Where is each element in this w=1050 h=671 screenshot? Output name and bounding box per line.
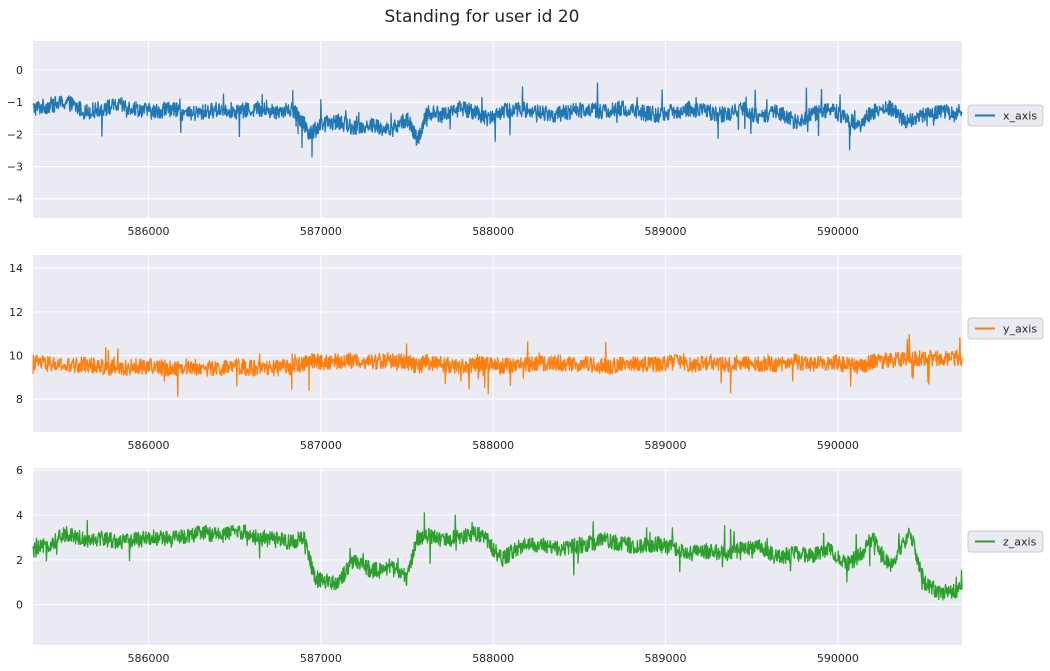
legend-y-axis: y_axis [967,317,1044,340]
x-tick-label: 589000 [645,439,687,452]
x-tick-label: 588000 [472,225,514,238]
plot-area [33,41,962,218]
series-line-x-axis [32,82,963,158]
x-tick-label: 590000 [817,439,859,452]
x-tick-label: 586000 [127,439,169,452]
x-tick-label: 589000 [645,225,687,238]
y-tick-label: −4 [7,193,23,206]
legend-label: y_axis [1003,323,1037,336]
x-tick-label: 587000 [300,439,342,452]
x-tick-label: 590000 [817,225,859,238]
legend-z-axis: z_axis [967,530,1044,553]
x-tick-label: 589000 [645,652,687,665]
legend-box [967,530,1044,553]
y-tick-label: 14 [9,262,23,275]
y-tick-label: −1 [7,96,23,109]
series-line-y-axis [32,334,963,398]
legend-x-axis: x_axis [967,104,1044,127]
y-tick-label: 4 [16,509,23,522]
x-tick-label: 586000 [127,652,169,665]
x-tick-label: 587000 [300,225,342,238]
panel-y-axis: 586000 587000 588000 589000 590000 8 10 12 14 y_a… [9,255,1044,452]
y-tick-label: 0 [16,599,23,612]
y-tick-label: −3 [7,161,23,174]
y-tick-label: 0 [16,64,23,77]
x-tick-label: 586000 [127,225,169,238]
plot-area [33,255,962,432]
y-tick-label: 8 [16,393,23,406]
x-tick-label: 588000 [472,652,514,665]
legend-box [967,104,1044,127]
y-tick-label: 2 [16,554,23,567]
legend-box [967,317,1044,340]
legend-label: x_axis [1003,110,1037,123]
legend-label: z_axis [1003,536,1037,549]
x-tick-label: 590000 [817,652,859,665]
y-tick-label: 6 [16,464,23,477]
panel-x-axis: 586000 587000 588000 589000 590000 0 −1 −2 −3 −4 x… [7,41,1044,238]
figure-title: Standing for user id 20 [385,7,580,27]
x-tick-label: 587000 [300,652,342,665]
x-tick-label: 588000 [472,439,514,452]
y-tick-label: −2 [7,128,23,141]
y-tick-label: 12 [9,306,23,319]
panel-z-axis: 586000 587000 588000 589000 590000 0 2 4 6 z_axis [16,464,1044,665]
series-line-z-axis [32,512,963,601]
y-tick-label: 10 [9,350,23,363]
